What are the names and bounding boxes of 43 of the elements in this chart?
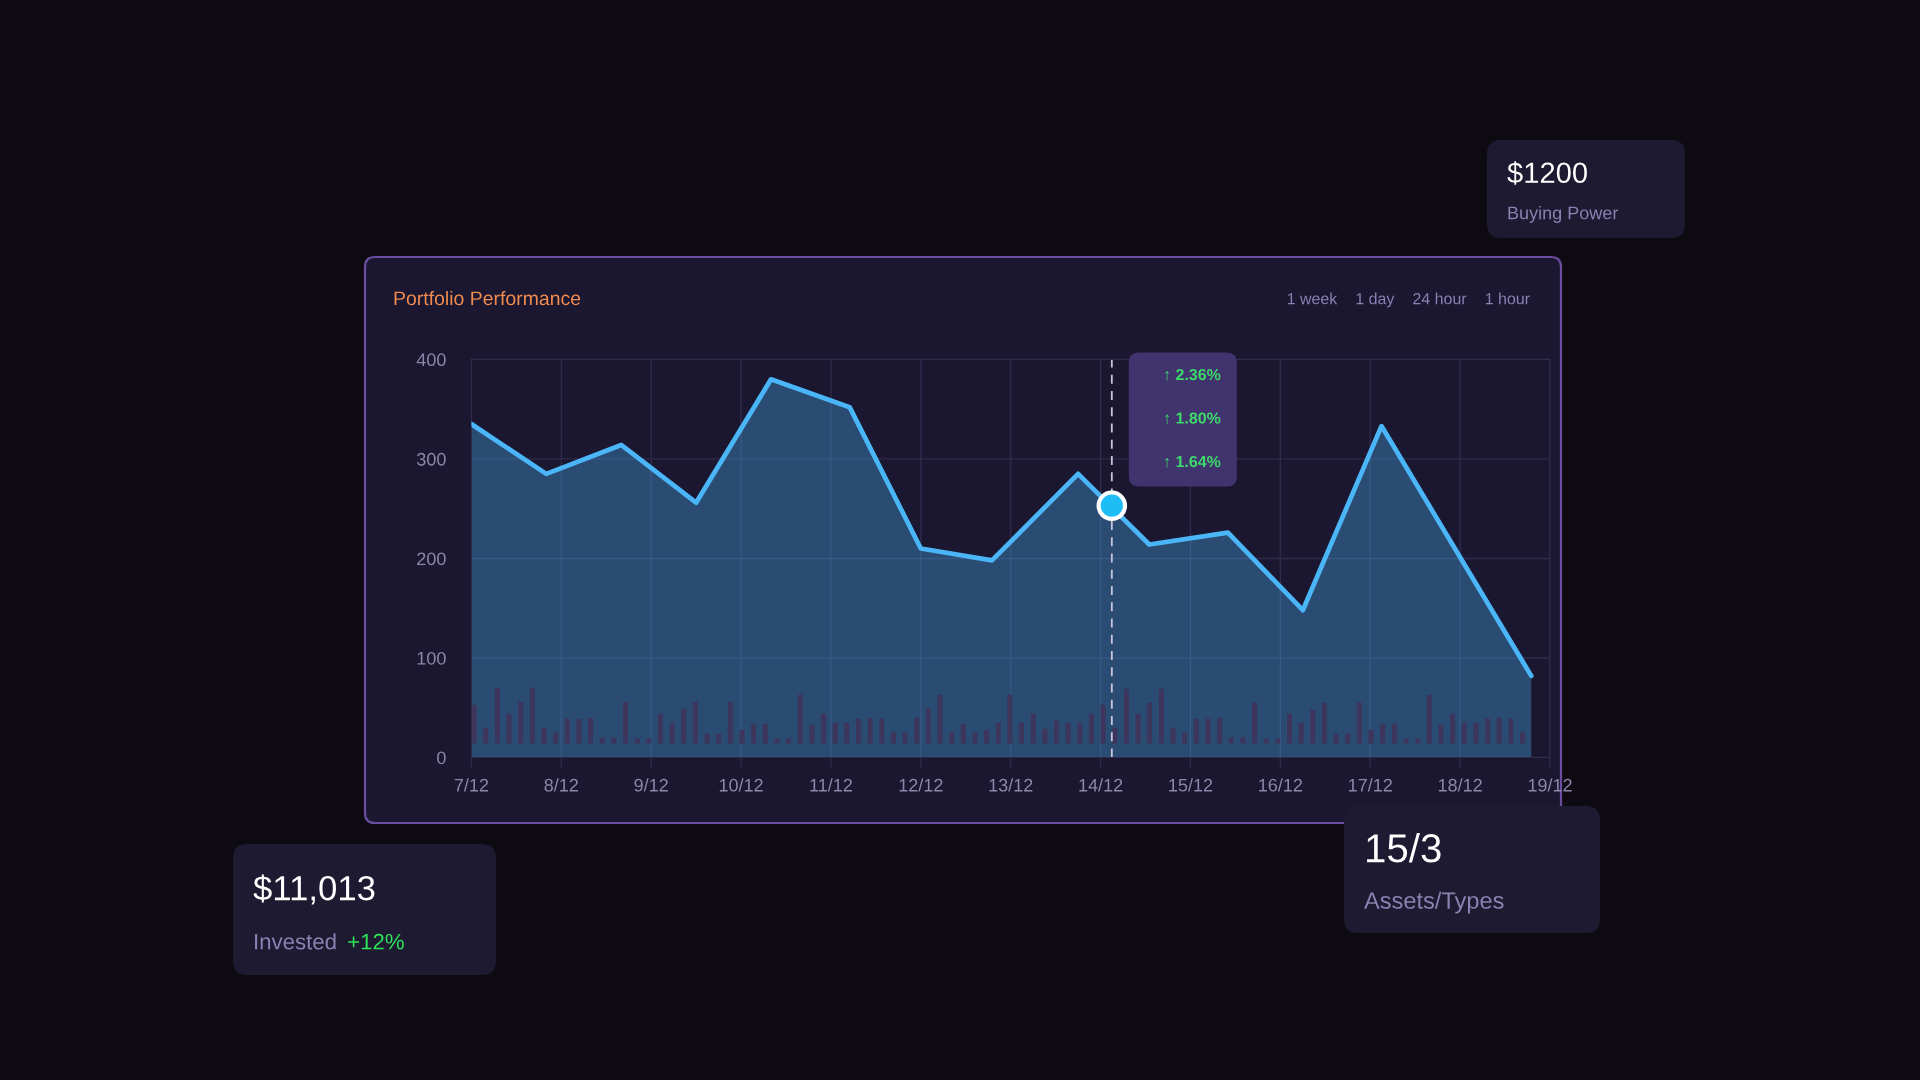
annotation: ↑ 1.80% [1165,412,1221,425]
bar [1193,718,1199,744]
x-tick-label: 12/12 [899,778,943,792]
text: 1 week [1287,292,1338,305]
bar [1007,694,1013,744]
x-tick-label: 14/12 [1079,778,1123,792]
bar [553,732,559,744]
text: $11,013 [253,874,375,905]
y-tick-label: 300 [416,452,446,466]
text: Invested [255,933,336,950]
x-tick-label: 10/12 [719,778,763,792]
x-tick-label: 15/12 [1169,778,1213,792]
y-tick-label: 0 [437,751,446,765]
text: Buying Power [1508,206,1619,223]
x-tick-label: 9/12 [634,778,668,792]
x-tick-label: 16/12 [1259,778,1303,792]
y-tick-label: 400 [416,353,446,367]
bar [471,704,477,744]
x-tick-label: 8/12 [544,778,578,792]
bar [646,738,652,744]
annotation: ↑ 1.64% [1165,455,1221,468]
bar [1100,704,1106,744]
x-tick-label: 13/12 [989,778,1033,792]
text: +12% [348,933,404,950]
text: 1 hour [1485,292,1530,305]
x-tick-label: 18/12 [1438,778,1482,792]
bar [914,717,920,744]
chart-title: Portfolio Performance [394,290,581,306]
text: 15/3 [1367,832,1441,863]
x-tick-label: 7/12 [454,778,489,792]
bar [832,722,838,744]
x-tick-label: 11/12 [810,778,852,792]
text: Assets/Types [1364,891,1504,914]
bar [1182,732,1188,744]
y-tick-label: 100 [417,651,446,665]
text: 1 day [1356,292,1395,308]
x-tick-label: 17/12 [1349,778,1392,792]
annotation: ↑ 2.36% [1165,368,1221,381]
y-tick-label: 200 [417,552,446,566]
bar [1461,722,1467,744]
text: 24 hour [1413,292,1467,305]
bar [1275,738,1281,744]
text: $1200 [1507,161,1587,185]
